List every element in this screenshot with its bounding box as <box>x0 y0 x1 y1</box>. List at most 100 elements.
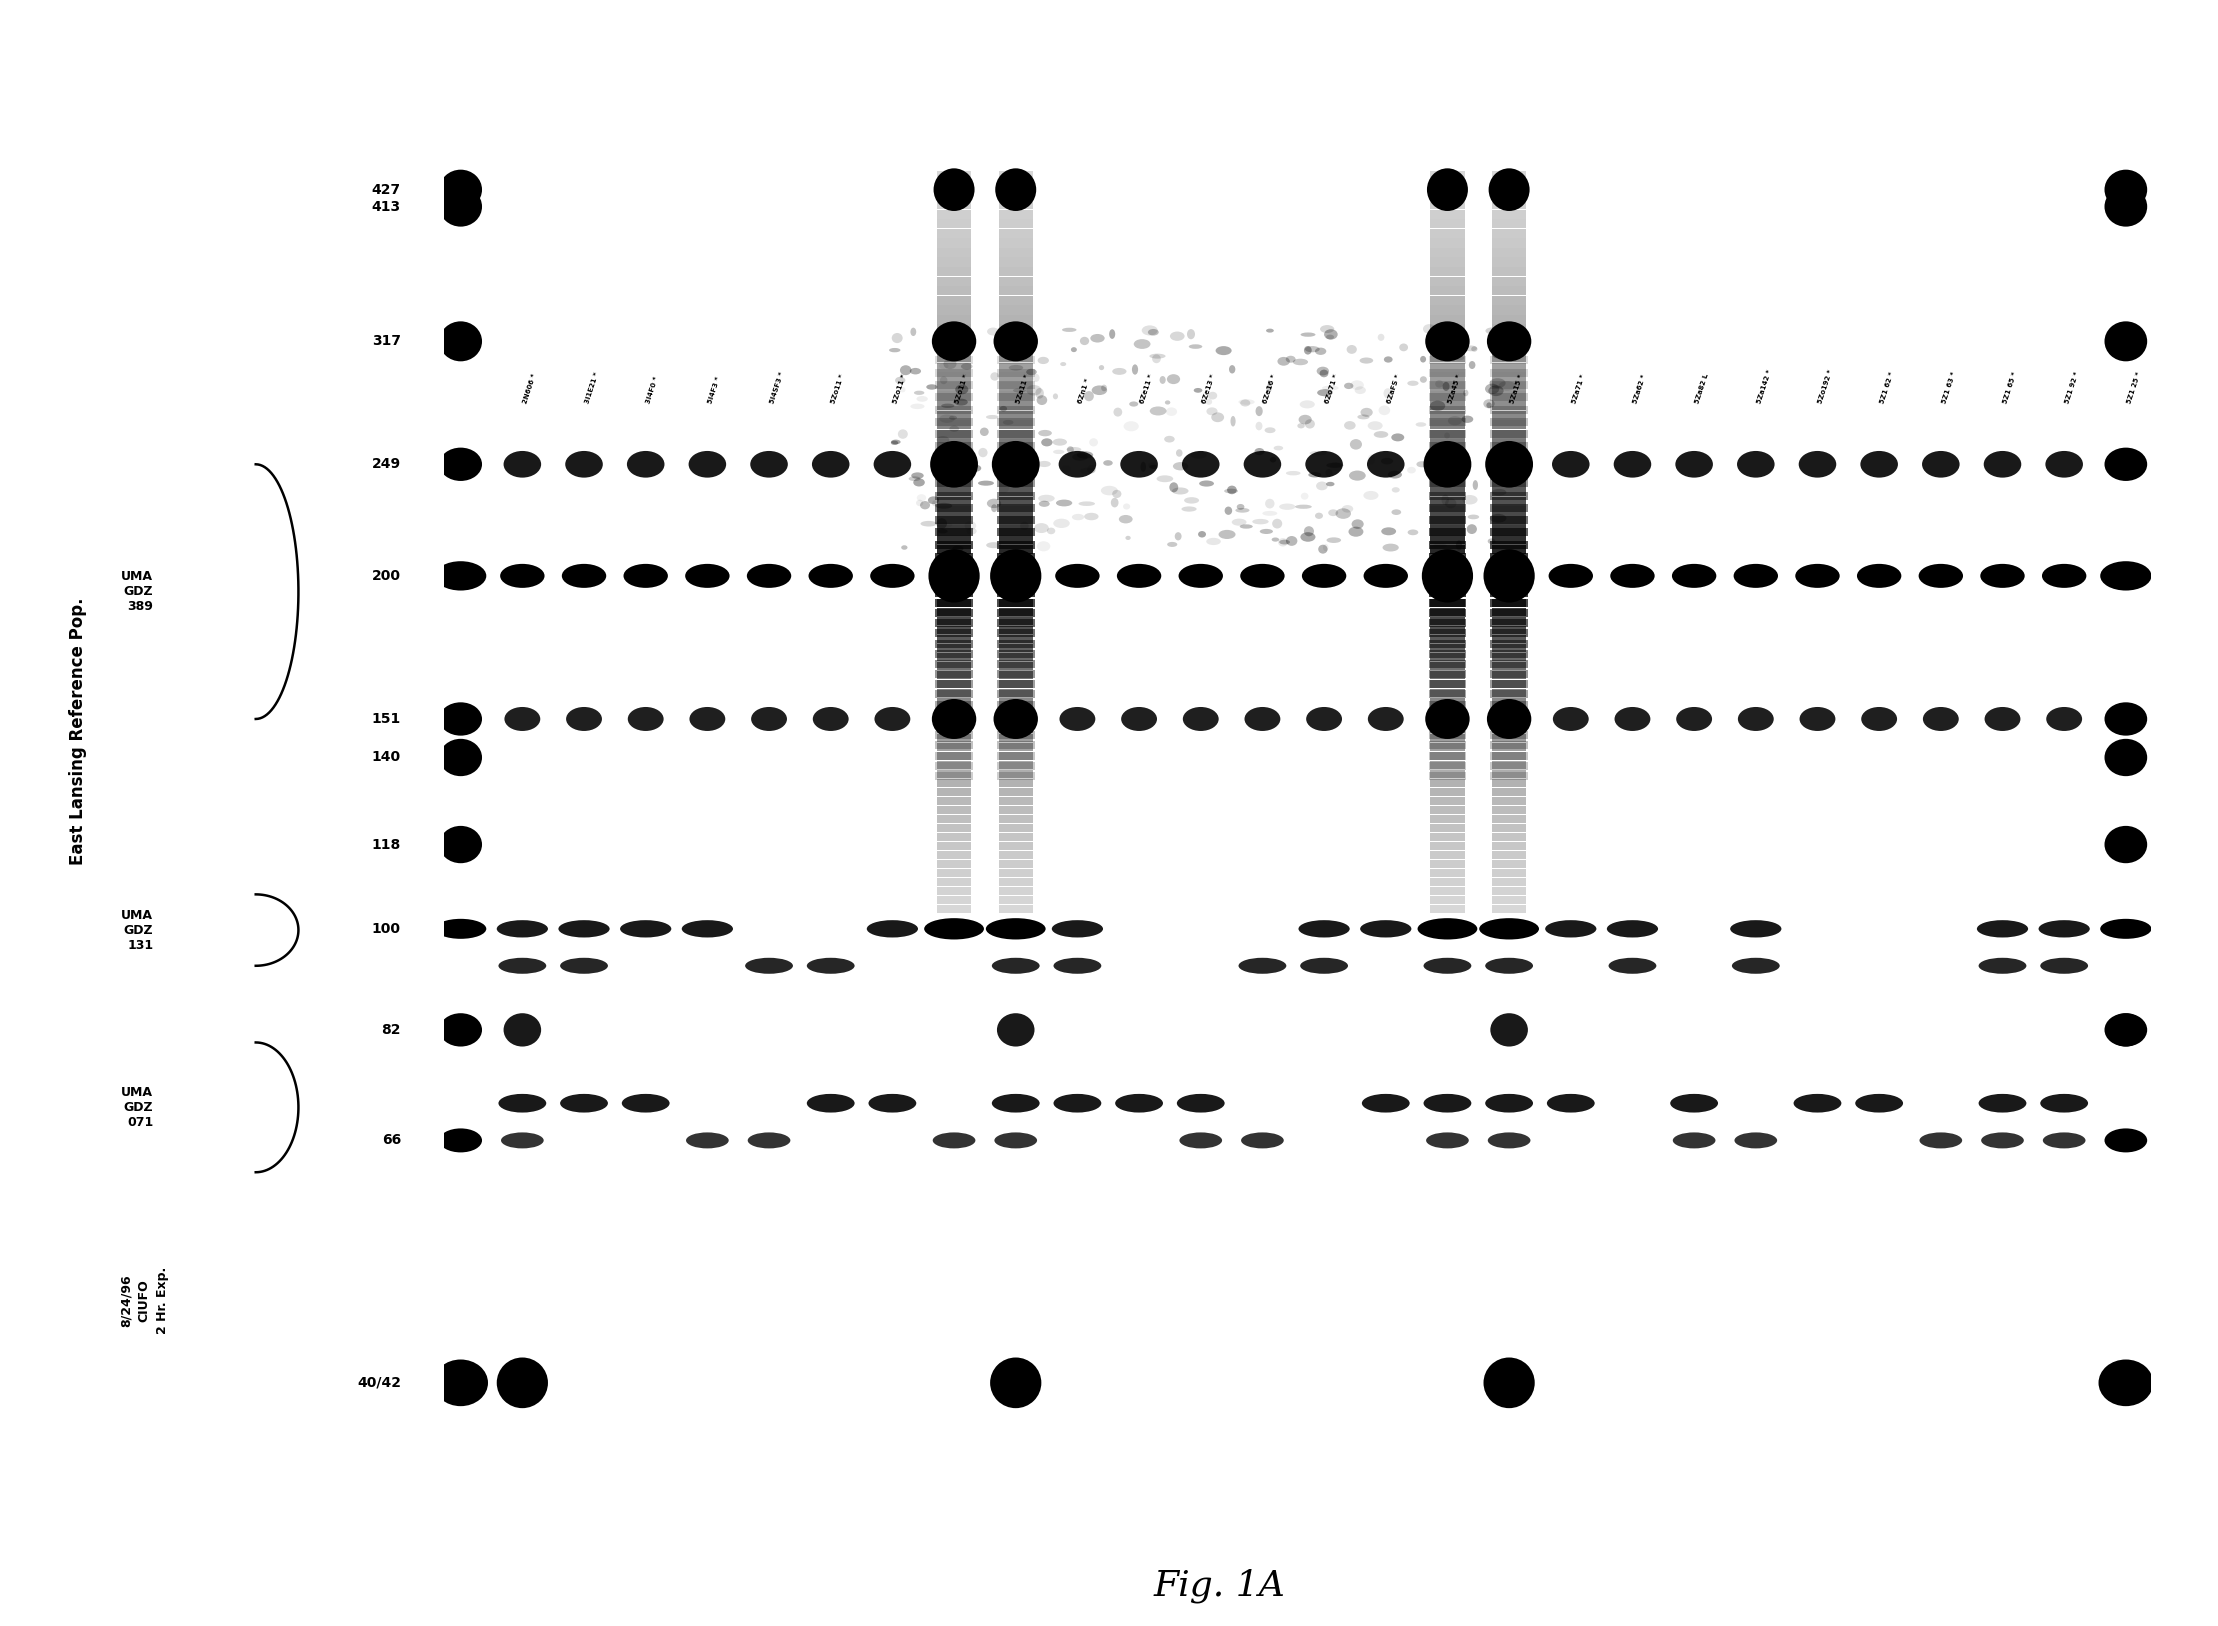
Ellipse shape <box>2105 1013 2147 1047</box>
Ellipse shape <box>936 519 947 528</box>
Bar <box>936 566 974 574</box>
Bar <box>1428 405 1466 413</box>
Ellipse shape <box>1113 408 1122 416</box>
Bar <box>1493 496 1526 506</box>
Bar <box>996 620 1034 628</box>
Bar <box>996 553 1034 561</box>
Ellipse shape <box>912 473 923 478</box>
Bar <box>936 459 971 468</box>
Ellipse shape <box>1125 537 1131 540</box>
Ellipse shape <box>1488 1132 1530 1148</box>
Ellipse shape <box>1080 468 1096 473</box>
Bar <box>936 680 974 688</box>
Bar <box>936 257 971 267</box>
Ellipse shape <box>1553 707 1588 732</box>
Bar <box>936 431 974 437</box>
Text: 5Za62 *: 5Za62 * <box>1632 374 1648 405</box>
Bar <box>1431 860 1464 868</box>
Bar <box>936 644 971 652</box>
Ellipse shape <box>1546 1094 1595 1112</box>
Ellipse shape <box>1300 493 1309 499</box>
Ellipse shape <box>1444 433 1451 439</box>
Ellipse shape <box>1091 333 1105 343</box>
Bar <box>936 343 971 353</box>
Bar <box>1493 870 1526 876</box>
Bar <box>936 711 974 719</box>
Ellipse shape <box>1054 1094 1102 1112</box>
Ellipse shape <box>914 390 925 395</box>
Ellipse shape <box>1484 398 1495 408</box>
Bar <box>998 797 1034 805</box>
Text: 5Z1 25 *: 5Z1 25 * <box>2125 371 2143 405</box>
Ellipse shape <box>1448 416 1462 426</box>
Ellipse shape <box>439 187 481 226</box>
Bar <box>936 698 971 706</box>
Ellipse shape <box>1306 450 1342 478</box>
Bar <box>1490 691 1528 699</box>
Bar <box>1493 535 1526 545</box>
Bar <box>1493 815 1526 823</box>
Ellipse shape <box>812 707 849 732</box>
Bar <box>1431 906 1464 914</box>
Ellipse shape <box>987 499 1000 507</box>
Ellipse shape <box>1351 519 1364 528</box>
Bar <box>936 324 971 333</box>
Bar <box>1493 698 1526 706</box>
Bar <box>936 761 971 769</box>
Bar <box>1490 431 1528 437</box>
Ellipse shape <box>1856 564 1901 589</box>
Bar <box>996 431 1034 437</box>
Bar <box>996 751 1034 759</box>
Bar <box>936 356 974 364</box>
Bar <box>1428 598 1466 606</box>
Ellipse shape <box>996 483 1009 493</box>
Bar <box>936 720 974 728</box>
Bar <box>1431 743 1464 751</box>
Text: 413: 413 <box>373 200 401 213</box>
Bar <box>936 372 971 382</box>
Bar <box>998 850 1034 859</box>
Ellipse shape <box>1255 421 1262 431</box>
Bar <box>1428 491 1466 499</box>
Bar <box>1493 725 1526 733</box>
Bar <box>936 296 971 306</box>
Bar <box>936 515 971 525</box>
Ellipse shape <box>1278 356 1291 366</box>
Bar <box>1428 480 1466 488</box>
Bar <box>1490 504 1528 512</box>
Ellipse shape <box>1424 1094 1471 1112</box>
Bar <box>1428 620 1466 628</box>
Ellipse shape <box>1315 512 1322 519</box>
Bar <box>998 870 1034 876</box>
Ellipse shape <box>690 707 725 732</box>
Ellipse shape <box>1677 707 1712 732</box>
Bar <box>936 528 974 537</box>
Bar <box>936 229 971 237</box>
Ellipse shape <box>1417 919 1477 940</box>
Ellipse shape <box>945 480 956 488</box>
Bar <box>1431 888 1464 896</box>
Bar <box>1493 707 1526 715</box>
Ellipse shape <box>2105 169 2147 210</box>
Bar <box>998 680 1034 688</box>
Ellipse shape <box>1034 374 1040 382</box>
Ellipse shape <box>1923 450 1961 478</box>
Bar <box>1490 660 1528 668</box>
Ellipse shape <box>1732 958 1779 974</box>
Ellipse shape <box>909 367 920 374</box>
Bar <box>1431 797 1464 805</box>
Ellipse shape <box>1391 434 1404 441</box>
Bar <box>1490 629 1528 637</box>
Bar <box>1493 644 1526 652</box>
Ellipse shape <box>1448 343 1466 348</box>
Bar <box>1493 276 1526 286</box>
Bar <box>1431 468 1464 478</box>
Ellipse shape <box>1360 358 1373 364</box>
Bar <box>936 545 971 554</box>
Ellipse shape <box>2100 561 2151 590</box>
Text: 3I1E21 *: 3I1E21 * <box>583 371 599 405</box>
Ellipse shape <box>1240 400 1251 406</box>
Bar <box>936 650 974 659</box>
Ellipse shape <box>1187 328 1196 340</box>
Ellipse shape <box>685 1132 730 1148</box>
